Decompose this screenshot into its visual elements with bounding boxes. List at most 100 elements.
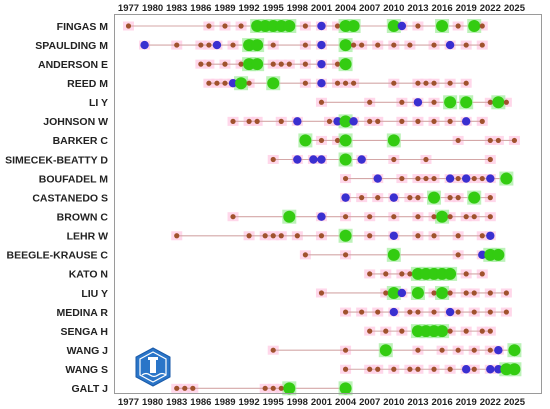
publication-dot: [471, 366, 477, 372]
publication-dot: [487, 99, 493, 105]
publication-dot: [511, 137, 518, 144]
publication-dot: [455, 137, 461, 144]
bottom-tick-label: 1986: [190, 397, 211, 408]
publication-dot: [391, 156, 397, 163]
publication-dot: [415, 195, 421, 201]
author-label-layer: FINGAS M SPAULDING M ANDERSON E REED M LI Y J…: [5, 21, 108, 395]
author-label: GALT J: [71, 383, 108, 395]
publication-dot: [278, 385, 284, 391]
publication-dot: [342, 366, 349, 372]
publication-dot: [339, 382, 352, 395]
publication-dot: [487, 347, 493, 353]
bottom-tick-label: 2022: [480, 397, 501, 408]
publication-dot: [318, 137, 325, 144]
publication-dot: [479, 42, 485, 48]
publication-dot: [198, 42, 204, 48]
publication-dot: [431, 366, 437, 372]
publication-dot: [182, 385, 188, 391]
publication-dot: [447, 366, 453, 372]
publication-dot: [415, 23, 421, 29]
publication-dot: [391, 214, 397, 220]
publication-dot: [478, 250, 487, 260]
publication-dot: [447, 328, 453, 334]
author-label: FINGAS M: [57, 21, 109, 33]
publication-dot: [387, 20, 400, 32]
publication-dot: [387, 248, 400, 261]
publication-dot: [367, 328, 373, 334]
publication-dot: [463, 80, 469, 86]
publication-dot: [206, 61, 212, 67]
publication-dot: [367, 233, 373, 239]
publication-dot: [367, 271, 373, 277]
publication-dot: [174, 42, 180, 48]
publication-dot: [278, 233, 284, 239]
publication-dot: [174, 233, 180, 239]
publication-dot: [503, 290, 509, 296]
bottom-tick-label: 2019: [456, 397, 477, 408]
publication-dot: [461, 117, 471, 126]
publication-dot: [455, 309, 461, 315]
publication-dot: [334, 23, 341, 29]
bottom-tick-label: 2016: [431, 397, 452, 408]
publication-dot: [317, 59, 326, 69]
publication-dot: [455, 23, 461, 29]
publication-dot: [293, 117, 302, 126]
publication-dot: [206, 42, 212, 48]
top-tick-label: 2010: [383, 3, 404, 14]
publication-dot: [455, 195, 461, 201]
publication-dot: [479, 328, 485, 334]
publication-dot: [379, 344, 392, 357]
publication-dot: [460, 96, 473, 109]
top-tick-label: 1992: [239, 3, 260, 14]
publication-dot: [423, 175, 429, 182]
journal-logo: [135, 347, 171, 387]
publication-dot: [444, 96, 457, 109]
publication-dot: [375, 118, 381, 124]
publication-dot: [431, 42, 437, 48]
publication-dot: [431, 233, 437, 239]
publication-dot: [367, 118, 373, 124]
publication-dot: [487, 137, 493, 144]
author-label: SENGA H: [61, 326, 108, 338]
author-label: CASTANEDO S: [32, 192, 108, 204]
author-label: SIMECEK-BEATTY D: [5, 154, 108, 166]
publication-dot: [436, 20, 449, 32]
publication-dot: [349, 117, 358, 126]
author-label: KATO N: [69, 269, 108, 281]
publication-dot: [342, 80, 349, 86]
top-tick-label: 2001: [311, 3, 333, 14]
bottom-tick-label: 2013: [407, 397, 428, 408]
publication-dot: [415, 347, 421, 353]
publication-dot: [198, 61, 204, 67]
logo-tower: [150, 359, 156, 373]
publication-dot: [431, 118, 437, 124]
author-label: LEHR W: [67, 231, 109, 243]
publication-dot: [246, 118, 252, 124]
logo-tower-top: [148, 357, 158, 360]
publication-dot: [293, 155, 302, 164]
bottom-tick-label: 2010: [383, 397, 404, 408]
publication-dot: [334, 61, 341, 67]
publication-dot: [339, 115, 352, 128]
author-label: ANDERSON E: [38, 59, 108, 71]
publication-dot: [254, 118, 260, 124]
bottom-tick-label: 2004: [335, 397, 357, 408]
publication-dot: [445, 174, 455, 183]
publication-dot: [407, 309, 413, 315]
publication-dot: [431, 290, 437, 296]
publication-dot: [299, 134, 312, 147]
publication-dot: [494, 345, 503, 355]
publication-dot: [246, 233, 252, 239]
publication-dot: [212, 40, 222, 50]
publication-dot: [399, 118, 405, 124]
publication-dot: [391, 80, 397, 86]
publication-dot: [471, 175, 477, 182]
publication-dot: [479, 271, 485, 277]
publication-dot: [411, 286, 424, 299]
publication-dot: [487, 214, 493, 220]
publication-dot: [492, 96, 505, 109]
publication-dot: [375, 42, 381, 48]
bottom-tick-label: 1980: [142, 397, 163, 408]
publication-dot: [486, 365, 495, 374]
